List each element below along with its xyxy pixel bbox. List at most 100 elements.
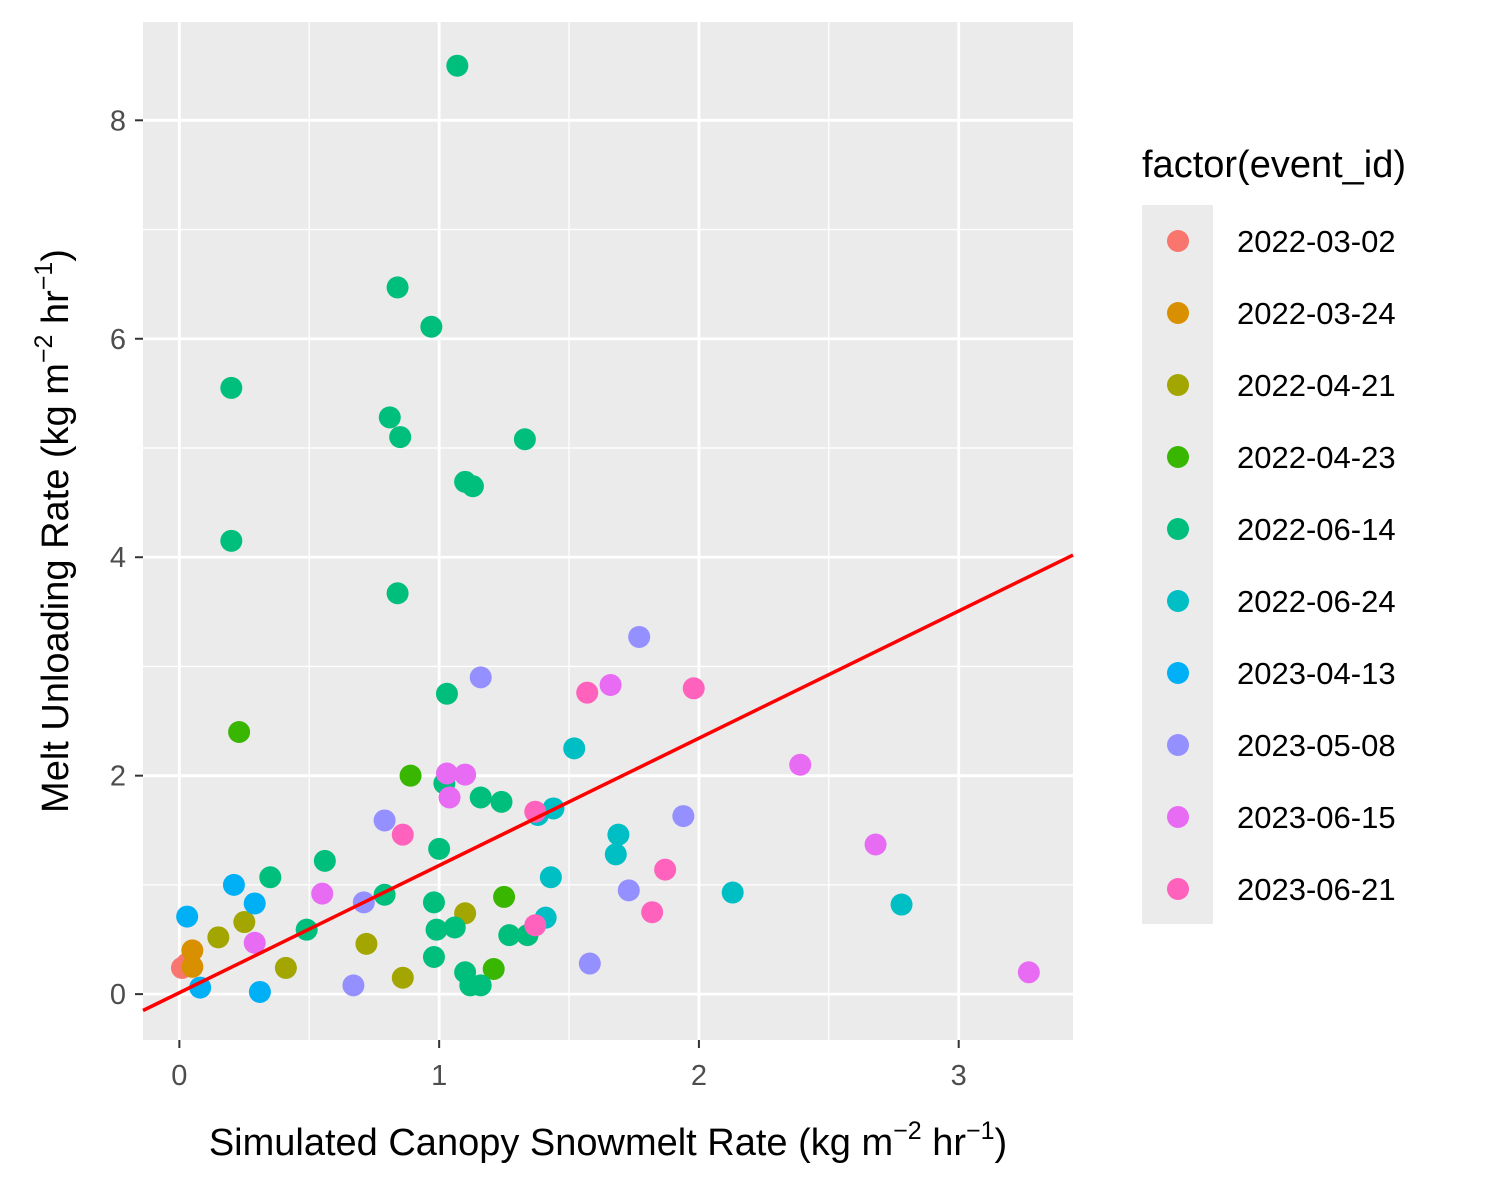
data-point bbox=[599, 674, 622, 697]
legend-label: 2022-03-24 bbox=[1237, 296, 1396, 331]
data-point bbox=[578, 952, 601, 975]
legend-key-background bbox=[1142, 205, 1213, 924]
legend-key bbox=[1167, 518, 1189, 540]
data-point bbox=[428, 837, 451, 860]
legend-label: 2022-04-23 bbox=[1237, 440, 1396, 475]
data-point bbox=[243, 892, 266, 915]
data-point bbox=[443, 916, 466, 939]
axis-ticks: 0 1 2 3 0 2 4 6 8 bbox=[110, 105, 967, 1092]
legend-key bbox=[1167, 806, 1189, 828]
data-point bbox=[524, 914, 547, 937]
legend-label: 2023-06-21 bbox=[1237, 872, 1396, 907]
data-point bbox=[422, 891, 445, 914]
y-tick-label: 0 bbox=[110, 979, 126, 1011]
data-point bbox=[435, 682, 458, 705]
data-point bbox=[220, 529, 243, 552]
data-point bbox=[425, 918, 448, 941]
panel-background bbox=[143, 22, 1073, 1040]
legend-label: 2022-04-21 bbox=[1237, 368, 1396, 403]
legend-label: 2022-03-02 bbox=[1237, 224, 1396, 259]
data-point bbox=[313, 849, 336, 872]
y-axis-title: Melt Unloading Rate (kg m−2 hr−1) bbox=[30, 249, 77, 813]
data-point bbox=[391, 966, 414, 989]
data-point bbox=[228, 720, 251, 743]
legend-key bbox=[1167, 662, 1189, 684]
legend-label: 2023-05-08 bbox=[1237, 728, 1396, 763]
data-point bbox=[469, 974, 492, 997]
data-point bbox=[672, 805, 695, 828]
data-point bbox=[207, 926, 230, 949]
y-tick-label: 4 bbox=[110, 542, 126, 574]
data-point bbox=[721, 881, 744, 904]
data-point bbox=[563, 737, 586, 760]
data-point bbox=[576, 681, 599, 704]
y-tick-label: 2 bbox=[110, 761, 126, 793]
x-axis-title: Simulated Canopy Snowmelt Rate (kg m−2 h… bbox=[209, 1117, 1007, 1164]
legend-label: 2023-04-13 bbox=[1237, 656, 1396, 691]
legend-key bbox=[1167, 590, 1189, 612]
legend-key bbox=[1167, 230, 1189, 252]
data-point bbox=[446, 54, 469, 77]
legend-key bbox=[1167, 302, 1189, 324]
legend-title: factor(event_id) bbox=[1142, 144, 1406, 186]
grid-minor bbox=[143, 22, 1073, 1040]
data-point bbox=[864, 833, 887, 856]
data-point bbox=[181, 955, 204, 978]
legend: 2022-03-02 2022-03-24 2022-04-21 2022-04-23… bbox=[1167, 224, 1396, 907]
data-point bbox=[373, 809, 396, 832]
data-point bbox=[259, 866, 282, 889]
data-point bbox=[311, 882, 334, 905]
data-point bbox=[498, 924, 521, 947]
data-point bbox=[378, 406, 401, 429]
data-point bbox=[482, 958, 505, 981]
data-point bbox=[438, 786, 461, 809]
data-point bbox=[248, 980, 271, 1003]
data-point bbox=[420, 315, 443, 338]
data-point bbox=[1017, 961, 1040, 984]
data-point bbox=[654, 858, 677, 881]
data-point bbox=[469, 786, 492, 809]
data-point bbox=[220, 376, 243, 399]
data-point bbox=[641, 901, 664, 924]
data-point bbox=[890, 893, 913, 916]
y-tick-label: 6 bbox=[110, 324, 126, 356]
legend-label: 2023-06-15 bbox=[1237, 800, 1396, 835]
data-point bbox=[386, 582, 409, 605]
data-point bbox=[342, 974, 365, 997]
data-point bbox=[399, 764, 422, 787]
grid-major bbox=[143, 22, 1073, 1040]
data-point bbox=[422, 945, 445, 968]
data-point bbox=[493, 885, 516, 908]
data-point bbox=[617, 879, 640, 902]
legend-label: 2022-06-24 bbox=[1237, 584, 1396, 619]
data-points bbox=[170, 54, 1040, 1003]
legend-key bbox=[1167, 878, 1189, 900]
regression-line bbox=[142, 553, 1074, 1013]
data-point bbox=[189, 976, 212, 999]
legend-label: 2022-06-14 bbox=[1237, 512, 1396, 547]
legend-key bbox=[1167, 734, 1189, 756]
x-tick-label: 2 bbox=[691, 1060, 707, 1092]
data-point bbox=[682, 677, 705, 700]
y-tick-label: 8 bbox=[110, 105, 126, 137]
data-point bbox=[391, 823, 414, 846]
data-point bbox=[454, 763, 477, 786]
data-point bbox=[607, 823, 630, 846]
legend-key bbox=[1167, 374, 1189, 396]
x-tick-label: 3 bbox=[951, 1060, 967, 1092]
data-point bbox=[789, 753, 812, 776]
data-point bbox=[490, 790, 513, 813]
data-point bbox=[243, 931, 266, 954]
x-tick-label: 1 bbox=[431, 1060, 447, 1092]
data-point bbox=[604, 843, 627, 866]
data-point bbox=[355, 932, 378, 955]
data-point bbox=[222, 873, 245, 896]
data-point bbox=[386, 276, 409, 299]
data-point bbox=[181, 939, 204, 962]
data-point bbox=[176, 905, 199, 928]
data-point bbox=[274, 956, 297, 979]
data-point bbox=[389, 426, 412, 449]
data-point bbox=[461, 475, 484, 498]
data-point bbox=[435, 762, 458, 785]
